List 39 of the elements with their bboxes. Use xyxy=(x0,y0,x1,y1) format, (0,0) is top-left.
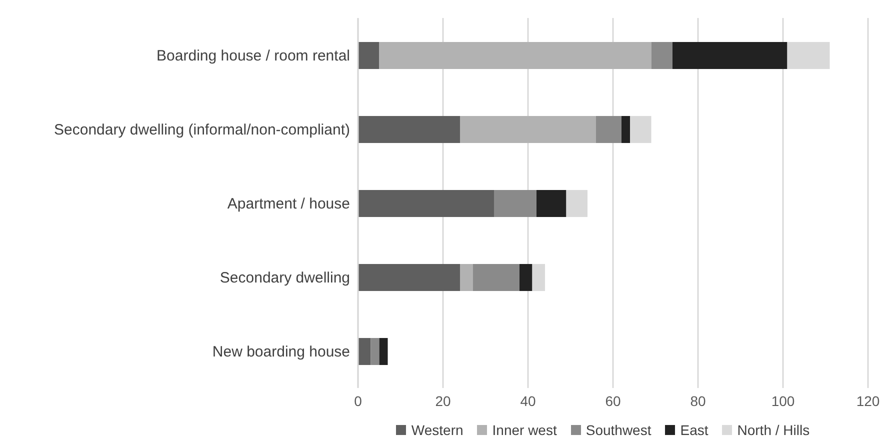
x-tick-label: 20 xyxy=(435,392,451,409)
bar xyxy=(358,264,460,291)
legend-label: North / Hills xyxy=(736,422,810,438)
bar xyxy=(651,42,672,69)
bar xyxy=(460,116,596,143)
x-tick-label: 0 xyxy=(354,392,362,409)
bar xyxy=(494,190,536,217)
y-tick-label: Secondary dwelling xyxy=(220,269,350,286)
legend-label: Inner west xyxy=(491,422,557,438)
bar xyxy=(520,264,532,291)
x-tick-label: 40 xyxy=(520,392,536,409)
x-tick-label: 120 xyxy=(856,392,880,409)
bar xyxy=(358,116,460,143)
x-tick-label: 80 xyxy=(690,392,706,409)
bar xyxy=(358,338,371,365)
bar xyxy=(630,116,652,143)
bar xyxy=(460,264,473,291)
bar xyxy=(370,338,380,365)
bar xyxy=(596,116,622,143)
bar xyxy=(622,116,630,143)
bar xyxy=(536,190,566,217)
bar xyxy=(532,264,545,291)
bar xyxy=(379,42,652,69)
x-tick-label: 60 xyxy=(605,392,621,409)
bar xyxy=(472,264,520,291)
bar xyxy=(787,42,830,69)
y-tick-label: Secondary dwelling (informal/non-compliant) xyxy=(54,121,350,138)
bar xyxy=(672,42,788,69)
bar xyxy=(379,338,388,365)
legend-label: Southwest xyxy=(584,422,652,438)
legend-label: Western xyxy=(410,422,464,438)
y-tick-label: New boarding house xyxy=(212,343,350,360)
legend-label: East xyxy=(679,422,708,438)
y-tick-label: Boarding house / room rental xyxy=(156,47,350,64)
bar xyxy=(358,42,380,69)
bar xyxy=(358,190,494,217)
bar xyxy=(566,190,588,217)
x-tick-label: 100 xyxy=(771,392,795,409)
y-tick-label: Apartment / house xyxy=(227,195,350,212)
